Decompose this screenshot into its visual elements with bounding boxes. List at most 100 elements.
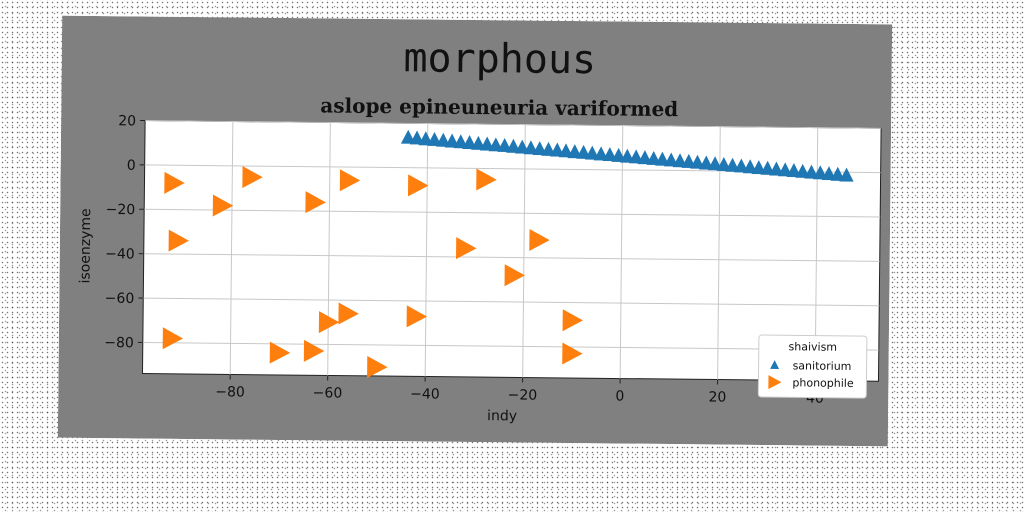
- data-point: [707, 156, 723, 171]
- data-point: [269, 341, 291, 364]
- data-point: [339, 169, 361, 192]
- data-point: [541, 141, 556, 156]
- y-tick-label: −40: [105, 246, 135, 262]
- x-axis-label: indy: [487, 408, 517, 424]
- data-point: [769, 161, 784, 176]
- y-tick-label: −20: [106, 202, 136, 218]
- data-point: [514, 139, 530, 154]
- data-point: [549, 142, 565, 157]
- data-point: [602, 147, 617, 162]
- data-point: [567, 144, 582, 159]
- data-point: [663, 152, 679, 167]
- y-gridline: [145, 120, 882, 129]
- data-point: [427, 131, 442, 147]
- data-point: [476, 168, 497, 191]
- data-point: [751, 160, 766, 175]
- data-point: [409, 130, 425, 145]
- data-point: [646, 150, 661, 166]
- x-tick-label: −80: [215, 384, 245, 400]
- data-point: [529, 228, 550, 251]
- chart-figure: morphous aslope epineuneuria variformed …: [57, 15, 893, 447]
- data-point: [593, 146, 609, 161]
- x-tick-label: 20: [708, 389, 726, 405]
- legend-box: [757, 334, 868, 399]
- data-point: [532, 141, 547, 156]
- y-gridline: [142, 341, 879, 351]
- data-point: [760, 160, 775, 175]
- data-point: [318, 311, 340, 334]
- x-gridline: [619, 125, 624, 379]
- data-point: [584, 145, 600, 160]
- data-point: [453, 134, 468, 149]
- data-point: [777, 162, 793, 177]
- data-point: [488, 137, 503, 152]
- data-point: [562, 309, 583, 332]
- data-point: [672, 153, 688, 168]
- data-point: [367, 355, 388, 378]
- data-point: [462, 135, 477, 150]
- y-tick-label: −80: [104, 335, 134, 351]
- data-point: [742, 159, 758, 174]
- y-tick-label: 20: [118, 113, 136, 129]
- x-tick-label: −20: [508, 387, 538, 403]
- y-gridline: [143, 253, 880, 262]
- data-point: [734, 158, 749, 173]
- data-point: [497, 138, 512, 153]
- data-point: [812, 165, 828, 180]
- data-point: [242, 166, 263, 189]
- data-point: [406, 305, 428, 328]
- legend: shaivism sanitorium phonophile: [757, 334, 868, 399]
- data-point: [418, 131, 433, 146]
- x-gridline: [522, 124, 526, 378]
- x-tick-label: −60: [313, 385, 343, 401]
- data-point: [620, 148, 635, 163]
- legend-label-phonophile: phonophile: [792, 376, 854, 390]
- series-phonophile: [162, 166, 583, 378]
- data-point: [611, 147, 626, 162]
- y-gridline: [144, 208, 881, 218]
- legend-entries: sanitorium phonophile: [768, 359, 854, 390]
- data-point: [338, 302, 359, 325]
- data-point: [690, 154, 705, 169]
- data-point: [562, 342, 583, 365]
- data-point: [821, 166, 837, 181]
- data-point: [523, 140, 539, 155]
- data-point: [164, 171, 185, 194]
- data-point: [456, 237, 477, 260]
- x-tick-label: −40: [410, 386, 440, 402]
- x-gridline: [424, 123, 429, 377]
- data-point: [558, 143, 574, 158]
- data-point: [168, 229, 189, 252]
- data-point: [471, 135, 486, 150]
- data-point: [804, 164, 819, 179]
- data-point: [655, 151, 670, 166]
- data-point: [400, 129, 416, 144]
- data-point: [716, 157, 731, 172]
- series-sanitorium: [400, 129, 854, 182]
- legend-label-sanitorium: sanitorium: [793, 359, 852, 373]
- data-series: [162, 129, 854, 378]
- data-point: [786, 163, 801, 178]
- x-gridline: [327, 122, 331, 376]
- x-gridline: [229, 121, 234, 375]
- y-axis-label: isoenzyme: [77, 208, 94, 283]
- data-point: [698, 155, 714, 170]
- legend-marker-sanitorium: [770, 360, 780, 369]
- data-point: [637, 150, 653, 165]
- chart-subtitle: aslope epineuneuria variformed: [320, 93, 678, 121]
- y-gridline: [143, 297, 880, 307]
- data-point: [506, 138, 521, 153]
- data-point: [435, 132, 451, 147]
- chart-title: morphous: [403, 35, 596, 83]
- data-point: [681, 153, 696, 169]
- y-tick-label: 0: [127, 158, 136, 174]
- data-point: [504, 264, 525, 287]
- data-point: [795, 163, 810, 178]
- legend-title: shaivism: [788, 340, 837, 354]
- data-point: [830, 166, 845, 181]
- data-point: [212, 194, 234, 217]
- y-tick-label: −60: [105, 291, 135, 307]
- data-point: [839, 167, 854, 182]
- data-point: [576, 144, 591, 159]
